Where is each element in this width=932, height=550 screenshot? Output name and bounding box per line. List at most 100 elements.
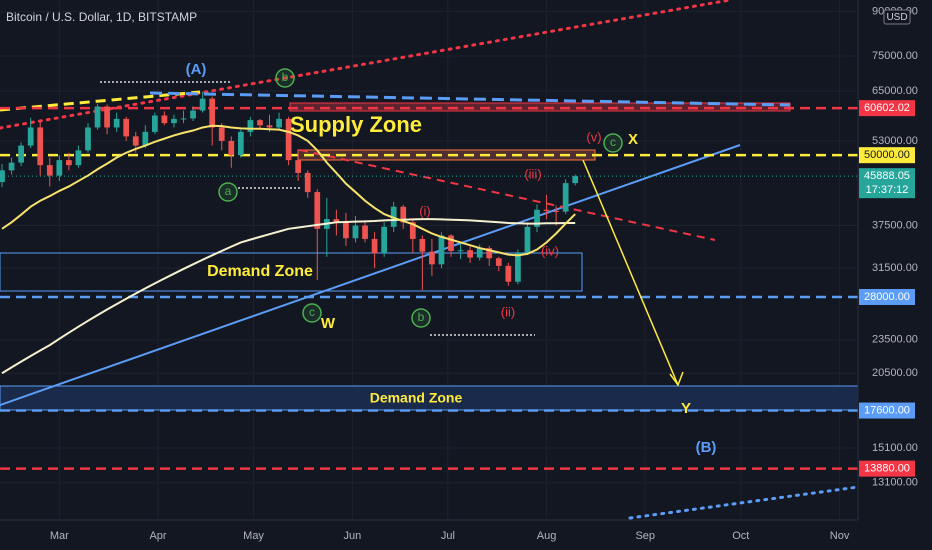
- trend-line: [299, 149, 716, 241]
- forecast-arrow: [582, 159, 679, 386]
- y-tick-label: 75000.00: [872, 50, 918, 62]
- candle-body: [343, 222, 349, 239]
- candle-body: [247, 120, 254, 132]
- level-box: [859, 100, 915, 117]
- candle-body: [304, 172, 311, 193]
- annotation: Demand Zone: [207, 263, 313, 280]
- candle-body: [276, 118, 282, 128]
- candle-body: [524, 226, 531, 253]
- trend-line: [0, 144, 741, 406]
- annotation: (v): [586, 129, 601, 144]
- candle-body: [381, 226, 388, 254]
- level-label: 28000.00: [864, 291, 910, 303]
- level-box: [859, 288, 915, 305]
- x-tick-label: Jul: [441, 530, 455, 542]
- moving-average: [1, 124, 576, 257]
- level-label: 50000.00: [864, 149, 910, 161]
- candle-body: [56, 160, 63, 176]
- candle-body: [171, 118, 177, 124]
- candle-body: [476, 248, 483, 258]
- annotation: W: [321, 315, 336, 332]
- candle-body: [295, 160, 302, 173]
- candle-body: [505, 265, 512, 282]
- wave-circle: [302, 303, 322, 323]
- candle-body: [266, 125, 273, 128]
- annotation: (iv): [541, 243, 559, 258]
- annotation: X: [628, 131, 638, 148]
- candle-body: [237, 131, 244, 156]
- candle-body: [572, 176, 579, 184]
- annotation: c: [610, 135, 616, 149]
- level-label: 60602.02: [864, 102, 910, 114]
- annotation: c: [309, 305, 315, 319]
- annotation: b: [282, 70, 289, 84]
- grid: [0, 0, 858, 520]
- annotation: Demand Zone: [370, 390, 463, 406]
- candle-body: [352, 225, 359, 239]
- wave-circle: [411, 308, 431, 328]
- drawings: [0, 0, 858, 520]
- candle-body: [94, 106, 101, 128]
- candle-body: [85, 127, 91, 151]
- candle-body: [113, 118, 120, 128]
- candle-body: [190, 110, 196, 119]
- trend-line: [0, 0, 732, 130]
- candle-body: [66, 160, 72, 166]
- moving-average: [1, 218, 576, 375]
- x-tick-label: Jun: [343, 530, 361, 542]
- currency-badge: [883, 9, 911, 25]
- candle-body: [562, 183, 569, 212]
- level-label: 13880.00: [864, 463, 910, 475]
- annotation: (B): [696, 439, 717, 456]
- candle-body: [8, 162, 15, 171]
- level-box: [859, 147, 915, 164]
- candle-body: [419, 238, 426, 252]
- countdown: 17:37:12: [866, 184, 909, 196]
- candle-body: [104, 106, 110, 128]
- arrow-head: [669, 371, 684, 387]
- candle-body: [0, 170, 5, 183]
- candle-body: [457, 250, 464, 252]
- last-price-label: 45888.05: [864, 170, 910, 182]
- candle-body: [257, 120, 263, 126]
- demand-zone-lower: [0, 385, 858, 411]
- levels: [0, 106, 858, 470]
- candles: [0, 91, 579, 291]
- overlays: [1, 124, 576, 375]
- candle-body: [151, 115, 158, 132]
- annotation: (A): [186, 61, 207, 78]
- candle-body: [429, 251, 435, 265]
- axis: 90000.0075000.0065000.0053000.0037500.00…: [50, 5, 918, 542]
- candle-body: [218, 127, 225, 141]
- y-tick-label: 31500.00: [872, 262, 918, 274]
- candle-body: [409, 222, 416, 239]
- wave-circle: [218, 182, 238, 202]
- candle-body: [495, 258, 502, 266]
- candle-body: [46, 165, 53, 176]
- candle-body: [486, 248, 493, 259]
- y-tick-label: 13100.00: [872, 477, 918, 489]
- demand-zone: [0, 252, 583, 292]
- chart-title: Bitcoin / U.S. Dollar, 1D, BITSTAMP: [6, 10, 197, 24]
- level-label: 17600.00: [864, 404, 910, 416]
- candle-body: [228, 140, 235, 156]
- x-tick-label: Aug: [537, 530, 557, 542]
- candle-body: [37, 127, 44, 166]
- x-tick-label: Sep: [635, 530, 655, 542]
- y-tick-label: 23500.00: [872, 334, 918, 346]
- candle-body: [314, 192, 321, 229]
- x-tick-label: May: [243, 530, 264, 542]
- candle-body: [18, 145, 24, 163]
- annotation: b: [418, 310, 425, 324]
- wave-circle: [603, 133, 623, 153]
- candle-body: [400, 206, 407, 223]
- candle-body: [362, 225, 368, 239]
- annotation: (iii): [524, 166, 541, 181]
- level-box: [859, 460, 915, 477]
- candle-body: [543, 209, 550, 211]
- annotation: (i): [419, 203, 431, 218]
- annotation: Supply Zone: [290, 112, 422, 137]
- trend-line: [149, 91, 791, 107]
- annotation: (ii): [501, 304, 515, 319]
